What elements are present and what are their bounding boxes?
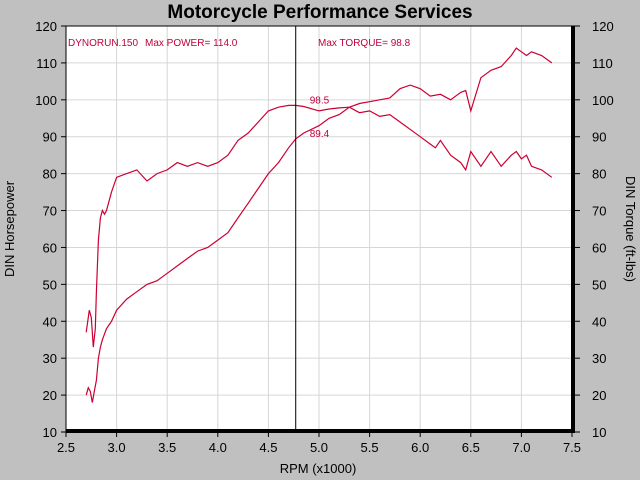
right-axis-title: DIN Torque (ft-lbs) [623,176,638,282]
x-tick-label: 2.5 [57,440,75,455]
left-tick-label: 90 [43,130,57,145]
right-tick-label: 90 [592,130,606,145]
right-tick-label: 80 [592,167,606,182]
left-axis-title: DIN Horsepower [2,180,17,277]
left-tick-label: 60 [43,240,57,255]
left-tick-label: 110 [36,56,57,71]
x-tick-label: 7.5 [563,440,581,455]
left-tick-label: 50 [43,277,57,292]
max-power-label: Max POWER= 114.0 [145,38,238,49]
left-tick-label: 70 [43,204,57,219]
right-tick-label: 60 [592,240,606,255]
plot-area [66,26,574,432]
right-tick-label: 30 [592,351,606,366]
right-tick-label: 50 [592,277,606,292]
run-label: DYNORUN.150 [68,38,138,49]
chart-title: Motorcycle Performance Services [167,2,472,23]
left-tick-label: 30 [43,351,57,366]
x-tick-label: 3.0 [108,440,126,455]
left-tick-label: 10 [43,425,57,440]
left-tick-label: 20 [43,388,57,403]
right-tick-label: 40 [592,314,606,329]
cursor-torque-readout: 98.5 [310,95,330,106]
x-tick-label: 6.5 [462,440,480,455]
left-tick-label: 40 [43,314,57,329]
cursor-power-readout: 89.4 [310,129,330,140]
x-tick-label: 5.0 [310,440,328,455]
left-tick-label: 120 [35,19,57,34]
left-tick-label: 80 [43,167,57,182]
left-tick-label: 100 [35,93,57,108]
x-axis-title: RPM (x1000) [280,461,357,476]
right-tick-label: 10 [592,425,606,440]
right-tick-label: 70 [592,204,606,219]
max-torque-label: Max TORQUE= 98.8 [318,38,411,49]
series-line-2 [85,47,553,403]
right-tick-label: 120 [592,19,614,34]
x-tick-label: 6.0 [411,440,429,455]
right-tick-label: 20 [592,388,606,403]
tick-group: 2.5 3.0 3.5 4.0 4.5 5.0 5.5 6.0 6.5 7.0 7.5 10 10 20 2… [35,19,613,455]
series-line-1 [85,104,553,348]
bottom-axis-bar [66,429,575,433]
right-axis-bar [571,26,575,432]
right-tick-label: 100 [592,93,614,108]
x-tick-label: 4.0 [209,440,227,455]
x-tick-label: 7.0 [512,440,530,455]
x-tick-label: 3.5 [158,440,176,455]
right-tick-label: 110 [592,56,613,71]
series-group [85,47,553,403]
x-tick-label: 5.5 [361,440,379,455]
x-tick-label: 4.5 [259,440,277,455]
